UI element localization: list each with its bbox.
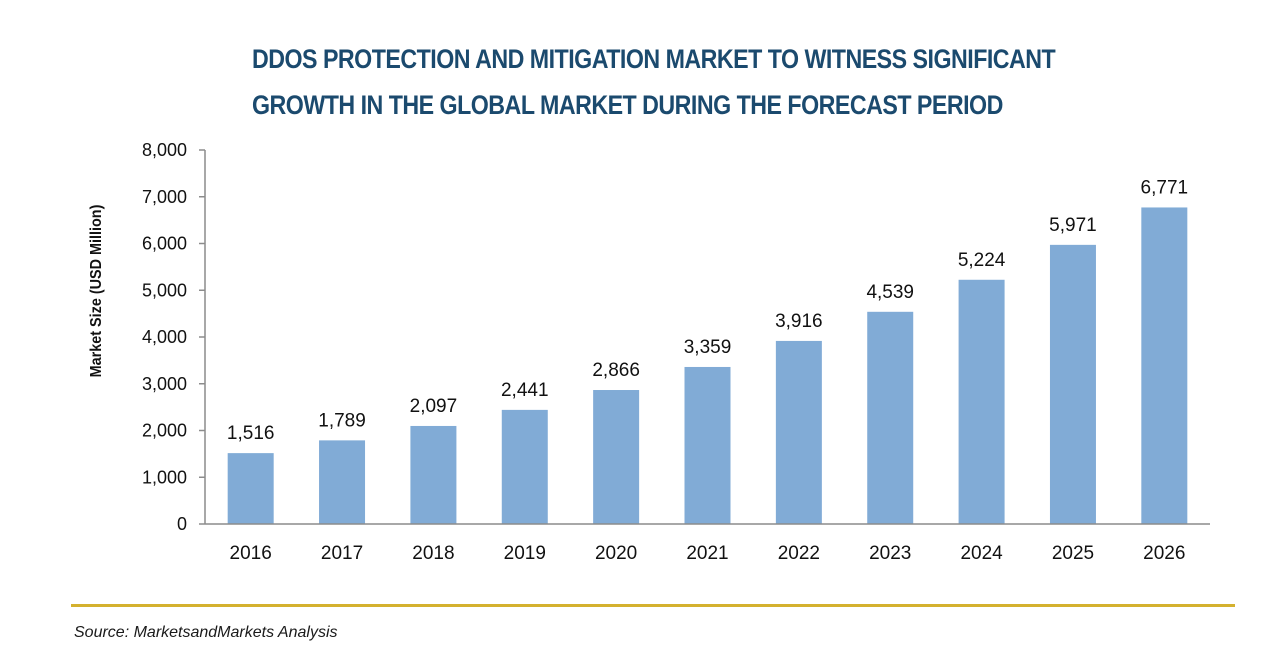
y-axis: 0 1,000 2,000 3,000 4,000 5,000 6,000 7,000 8,00… xyxy=(142,140,206,534)
bar-2020 xyxy=(593,390,640,524)
data-label-2024: 5,224 xyxy=(958,250,1006,271)
bar-2021 xyxy=(684,366,731,524)
x-tick-label: 2021 xyxy=(686,543,728,564)
x-tick-label: 2024 xyxy=(960,543,1003,564)
x-tick-label: 2025 xyxy=(1052,543,1094,564)
chart-title-line-1: DDOS PROTECTION AND MITIGATION MARKET TO… xyxy=(252,44,1056,74)
bar-2019 xyxy=(501,409,548,524)
data-label-2023: 4,539 xyxy=(866,282,914,303)
x-axis: 2016 2017 2018 2019 2020 2021 2022 2023 2024 2025… xyxy=(205,523,1210,564)
bar-2018 xyxy=(410,425,457,524)
bar-2025 xyxy=(1049,244,1096,524)
x-tick-label: 2026 xyxy=(1143,543,1185,564)
chart-title: DDOS PROTECTION AND MITIGATION MARKET TO… xyxy=(252,36,1078,128)
data-label-2019: 2,441 xyxy=(501,380,549,401)
y-tick-label: 5,000 xyxy=(142,280,187,300)
x-tick-label: 2020 xyxy=(595,543,637,564)
y-tick-label: 3,000 xyxy=(142,374,187,394)
data-label-2025: 5,971 xyxy=(1049,215,1097,236)
x-tick-label: 2016 xyxy=(230,543,272,564)
x-tick-label: 2019 xyxy=(504,543,546,564)
data-label-2026: 6,771 xyxy=(1141,177,1189,198)
x-tick-label: 2022 xyxy=(778,543,820,564)
data-label-2021: 3,359 xyxy=(684,337,732,358)
bar-chart: 0 1,000 2,000 3,000 4,000 5,000 6,000 7,000 8,00… xyxy=(87,140,1210,564)
y-tick-label: 2,000 xyxy=(142,421,187,441)
chart-title-line-2: GROWTH IN THE GLOBAL MARKET DURING THE F… xyxy=(252,90,1003,120)
data-label-2020: 2,866 xyxy=(592,360,640,381)
y-axis-label: Market Size (USD Million) xyxy=(87,205,105,378)
y-tick-label: 0 xyxy=(177,514,187,534)
x-tick-label: 2018 xyxy=(412,543,454,564)
data-label-2018: 2,097 xyxy=(410,396,458,417)
divider-line xyxy=(71,604,1235,607)
data-label-2017: 1,789 xyxy=(318,410,366,431)
data-label-2016: 1,516 xyxy=(227,423,275,444)
bar-2024 xyxy=(958,279,1005,524)
data-label-2022: 3,916 xyxy=(775,311,823,332)
bar-2017 xyxy=(319,440,366,524)
x-tick-label: 2023 xyxy=(869,543,911,564)
bar-2022 xyxy=(775,340,822,524)
y-tick-label: 1,000 xyxy=(142,467,187,487)
bar-2016 xyxy=(227,453,274,524)
y-tick-label: 6,000 xyxy=(142,234,187,254)
source-note: Source: MarketsandMarkets Analysis xyxy=(74,624,338,641)
bar-2026 xyxy=(1141,207,1188,524)
bars: 1,516 1,789 2,097 2,441 2,866 3,359 3,916 4,539… xyxy=(227,177,1188,524)
y-tick-label: 4,000 xyxy=(142,327,187,347)
bar-2023 xyxy=(867,311,914,524)
y-tick-label: 8,000 xyxy=(142,140,187,160)
x-tick-label: 2017 xyxy=(321,543,363,564)
y-tick-label: 7,000 xyxy=(142,187,187,207)
